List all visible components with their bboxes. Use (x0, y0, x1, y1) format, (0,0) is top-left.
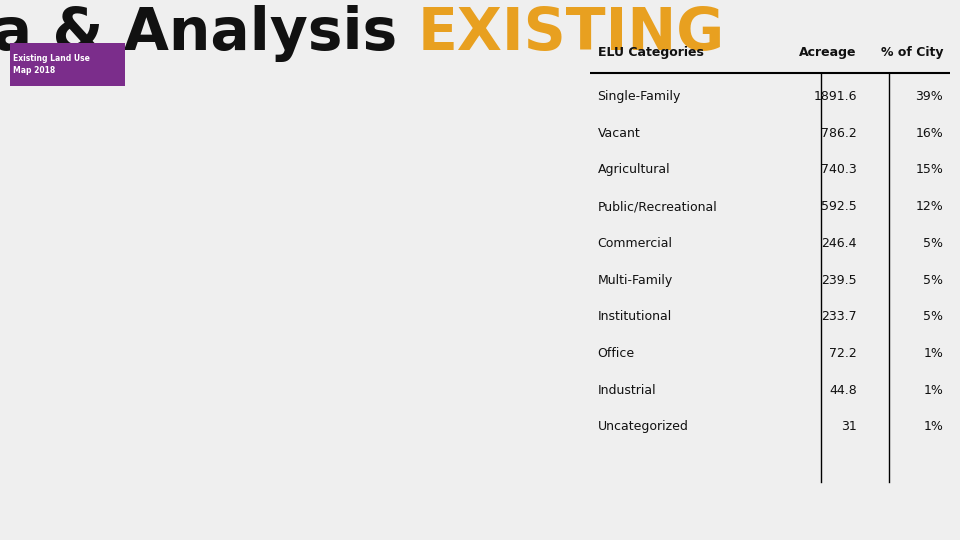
Text: Public/Recreational: Public/Recreational (597, 200, 717, 213)
Text: ELU Categories: ELU Categories (597, 46, 704, 59)
Text: 1%: 1% (924, 347, 943, 360)
Text: 5%: 5% (924, 237, 943, 250)
Text: Institutional: Institutional (597, 310, 672, 323)
Text: % of City: % of City (880, 46, 943, 59)
Text: Multi-Family: Multi-Family (597, 274, 673, 287)
Text: 5%: 5% (924, 310, 943, 323)
Text: Uncategorized: Uncategorized (597, 421, 688, 434)
Bar (10, 43, 125, 86)
Text: Existing Land Use
Map 2018: Existing Land Use Map 2018 (13, 55, 90, 75)
Text: 1%: 1% (924, 384, 943, 397)
Text: 740.3: 740.3 (821, 164, 856, 177)
Text: 5%: 5% (924, 274, 943, 287)
Text: 233.7: 233.7 (821, 310, 856, 323)
Text: 246.4: 246.4 (822, 237, 856, 250)
Text: 16%: 16% (916, 127, 943, 140)
Text: 239.5: 239.5 (821, 274, 856, 287)
Text: 592.5: 592.5 (821, 200, 856, 213)
Text: Commercial: Commercial (597, 237, 673, 250)
Text: Vacant: Vacant (597, 127, 640, 140)
Text: 31: 31 (841, 421, 856, 434)
Text: 786.2: 786.2 (821, 127, 856, 140)
Text: Acreage: Acreage (800, 46, 856, 59)
Text: 44.8: 44.8 (829, 384, 856, 397)
Text: Industrial: Industrial (597, 384, 657, 397)
Text: 15%: 15% (915, 164, 943, 177)
Text: 1891.6: 1891.6 (813, 90, 856, 103)
Text: Single-Family: Single-Family (597, 90, 681, 103)
Text: 39%: 39% (916, 90, 943, 103)
Text: 1%: 1% (924, 421, 943, 434)
Text: 12%: 12% (916, 200, 943, 213)
Text: Data & Analysis: Data & Analysis (0, 5, 418, 62)
Text: Agricultural: Agricultural (597, 164, 670, 177)
Text: Office: Office (597, 347, 635, 360)
Text: EXISTING: EXISTING (418, 5, 725, 62)
Text: 72.2: 72.2 (829, 347, 856, 360)
